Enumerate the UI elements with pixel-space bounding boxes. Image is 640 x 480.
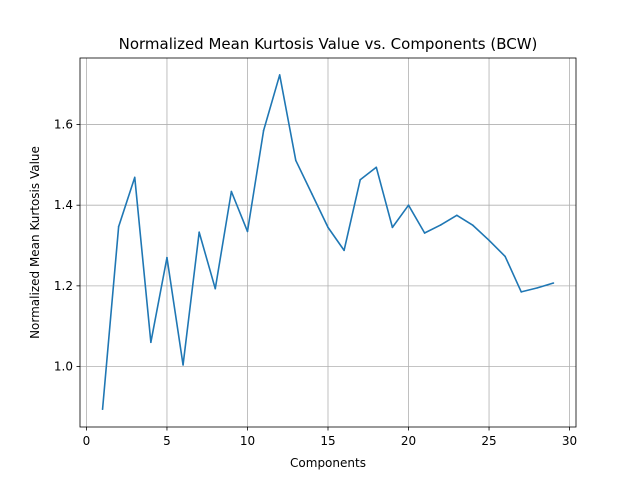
y-tick-label: 1.6 bbox=[54, 118, 73, 132]
x-tick-label: 20 bbox=[401, 434, 416, 448]
data-point bbox=[311, 193, 313, 195]
y-tick-label: 1.2 bbox=[54, 279, 73, 293]
data-point bbox=[472, 224, 474, 227]
data-point bbox=[504, 255, 506, 258]
data-point bbox=[166, 256, 168, 259]
x-tick-label: 0 bbox=[83, 434, 91, 448]
data-point bbox=[536, 287, 539, 289]
y-tick-label: 1.4 bbox=[54, 198, 73, 212]
chart-title: Normalized Mean Kurtosis Value vs. Compo… bbox=[119, 35, 538, 53]
x-axis-label: Components bbox=[290, 456, 366, 470]
data-point bbox=[423, 232, 426, 234]
x-tick-label: 15 bbox=[320, 434, 335, 448]
data-point bbox=[456, 214, 458, 217]
data-point bbox=[133, 176, 136, 179]
data-point bbox=[198, 231, 200, 234]
data-point bbox=[488, 239, 490, 242]
data-point bbox=[327, 226, 329, 229]
data-point bbox=[246, 230, 249, 233]
series-layer bbox=[101, 74, 555, 411]
data-point bbox=[294, 159, 297, 162]
data-point bbox=[262, 129, 265, 132]
data-point bbox=[101, 408, 104, 411]
data-point bbox=[552, 282, 555, 284]
data-point bbox=[520, 291, 523, 293]
x-tick-label: 25 bbox=[481, 434, 496, 448]
y-axis-label: Normalized Mean Kurtosis Value bbox=[28, 146, 42, 339]
data-point bbox=[359, 178, 362, 181]
data-point bbox=[439, 224, 442, 226]
data-point bbox=[343, 249, 345, 252]
data-point bbox=[150, 341, 152, 344]
ticks: 0 5 10 15 20 25 30 1.0 1.2 1.4 1.6 bbox=[54, 118, 577, 448]
data-point bbox=[230, 190, 233, 193]
data-point bbox=[391, 226, 394, 229]
y-tick-label: 1.0 bbox=[54, 360, 73, 374]
data-point bbox=[407, 204, 410, 206]
data-point bbox=[182, 364, 184, 366]
x-tick-label: 5 bbox=[163, 434, 171, 448]
data-point bbox=[214, 287, 217, 290]
data-point bbox=[278, 74, 281, 76]
grid bbox=[80, 58, 576, 427]
data-point bbox=[375, 166, 378, 169]
x-tick-label: 30 bbox=[562, 434, 577, 448]
x-tick-label: 10 bbox=[240, 434, 255, 448]
data-point bbox=[117, 225, 120, 228]
